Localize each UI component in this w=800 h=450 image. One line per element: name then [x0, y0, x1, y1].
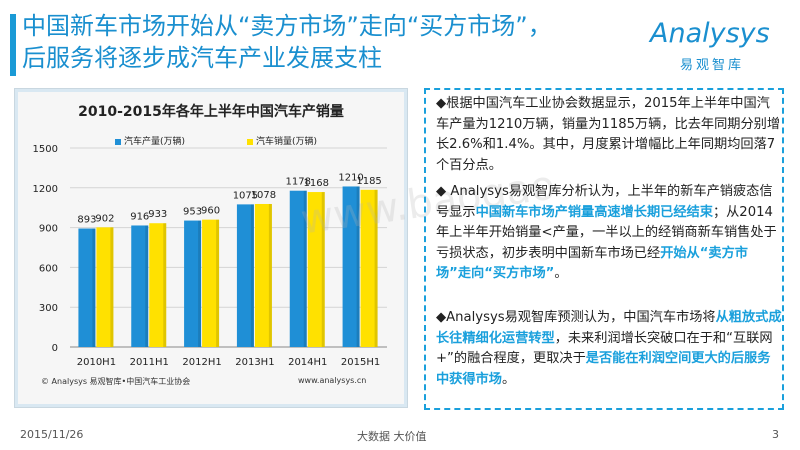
bar-shade — [110, 227, 114, 347]
y-tick-label: 1500 — [33, 144, 58, 155]
page-title-line2: 后服务将逐步成汽车产业发展支柱 — [22, 44, 382, 72]
paragraph-1: ◆根据中国汽车工业协会数据显示，2015年上半年中国汽车产量为1210万辆，销量… — [436, 94, 782, 176]
legend-label-production: 汽车产量(万辆) — [124, 137, 186, 147]
data-label: 1075 — [233, 190, 258, 201]
page-title-line1: 中国新车市场开始从“卖方市场”走向“买方市场”， — [22, 12, 552, 40]
x-tick-label: 2014H1 — [288, 357, 327, 368]
footer-date: 2015/11/26 — [20, 428, 84, 441]
analysys-logo: Analysys 易观智库 — [650, 18, 790, 78]
logo-subtitle: 易观智库 — [680, 58, 745, 73]
analysis-panel: ◆根据中国汽车工业协会数据显示，2015年上半年中国汽车产量为1210万辆，销量… — [424, 88, 784, 410]
paragraph-2-highlight-1: 中国新车市场产销量高速增长期已经结束 — [475, 204, 713, 220]
bar-shade — [250, 204, 254, 347]
footer-slogan: 大数据 大价值 — [357, 430, 427, 443]
chart-source-url: www.analysys.cn — [298, 376, 367, 385]
legend-item-production: 汽车产量(万辆) — [115, 134, 185, 147]
data-label: 1185 — [356, 176, 381, 187]
bar-shade — [374, 189, 378, 347]
x-tick-label: 2010H1 — [77, 357, 116, 368]
bar-shade — [356, 186, 360, 347]
x-tick-label: 2012H1 — [182, 357, 221, 368]
data-label: 1210 — [338, 172, 363, 183]
paragraph-1-text: ◆根据中国汽车工业协会数据显示，2015年上半年中国汽车产量为1210万辆，销量… — [436, 96, 781, 173]
bar-shade — [198, 220, 202, 347]
x-tick-label: 2015H1 — [341, 357, 380, 368]
paragraph-3-highlight-1: 从粗放式成长往精细化运营转型 — [436, 310, 782, 346]
bar-shade — [163, 223, 167, 347]
data-label: 1178 — [286, 177, 311, 188]
legend-swatch-production — [115, 138, 121, 145]
bar-sales — [307, 192, 325, 347]
paragraph-3-text-a: ◆Analysys易观智库预测认为，中国汽车市场将 — [436, 310, 716, 325]
bar-shade — [268, 203, 272, 347]
paragraph-2-text-c: 。 — [554, 266, 568, 281]
chart-frame: 2010-2015年各年上半年中国汽车产销量 汽车产量(万辆) 汽车销量(万辆)… — [14, 88, 408, 408]
paragraph-3-highlight-2: 是否能在利润空间更大的后服务中获得市场 — [436, 351, 771, 387]
y-tick-label: 600 — [39, 263, 58, 274]
bar-shade — [303, 190, 307, 347]
legend-item-sales: 汽车销量(万辆) — [247, 134, 317, 147]
bar-sales — [360, 189, 378, 347]
title-accent-bar — [10, 14, 16, 76]
paragraph-2-text-b: ；从2014年上半年开始销量<产量，一半以上的经销商新车销售处于亏损状态，初步表… — [436, 204, 777, 261]
bar-sales — [149, 223, 167, 347]
paragraph-3: ◆Analysys易观智库预测认为，中国汽车市场将从粗放式成长往精细化运营转型，… — [436, 308, 782, 390]
chart-title: 2010-2015年各年上半年中国汽车产销量 — [78, 104, 344, 120]
paragraph-2-highlight-2: 开始从“卖方市场”走向“买方市场” — [436, 245, 748, 282]
bar-production — [289, 190, 307, 347]
chart-source-note: © Analysys 易观智库•中国汽车工业协会 — [41, 377, 191, 386]
bar-sales — [96, 227, 114, 347]
paragraph-3-text-c: 。 — [501, 371, 516, 387]
data-label: 916 — [130, 211, 149, 222]
legend-label-sales: 汽车销量(万辆) — [256, 137, 318, 147]
data-label: 1078 — [251, 190, 276, 201]
bar-shade — [321, 192, 325, 347]
bar-shade — [145, 225, 149, 347]
data-label: 953 — [183, 207, 202, 218]
legend-swatch-sales — [247, 138, 253, 145]
x-tick-label: 2011H1 — [130, 357, 169, 368]
logo-wordmark: Analysys — [650, 18, 770, 49]
x-tick-label: 2013H1 — [235, 357, 274, 368]
bar-production — [236, 204, 254, 347]
bar-production — [342, 186, 360, 347]
bar-shade — [92, 228, 96, 347]
bar-sales — [202, 219, 220, 347]
bar-production — [131, 225, 149, 347]
data-label: 902 — [95, 213, 114, 224]
bar-production — [184, 220, 202, 347]
data-label: 960 — [201, 206, 220, 217]
paragraph-2: ◆ Analysys易观智库分析认为，上半年的新车产销疲态信号显示中国新车市场产… — [436, 182, 782, 285]
bar-sales — [254, 203, 272, 347]
footer-page-number: 3 — [772, 428, 779, 441]
page-title: 中国新车市场开始从“卖方市场”走向“买方市场”， 后服务将逐步成汽车产业发展支柱 — [22, 10, 632, 74]
y-tick-label: 300 — [39, 303, 58, 314]
y-tick-label: 0 — [52, 343, 58, 354]
paragraph-3-text-b: ，未来利润增长突破口在于和“互联网+”的融合程度，更取决于 — [436, 330, 773, 367]
y-tick-label: 900 — [39, 224, 58, 235]
data-label: 893 — [77, 215, 96, 226]
y-tick-label: 1200 — [33, 184, 58, 195]
data-label: 1168 — [304, 178, 329, 189]
data-label: 933 — [148, 209, 167, 220]
bar-shade — [216, 219, 220, 347]
paragraph-2-text-a: ◆ Analysys易观智库分析认为，上半年的新车产销疲态信号显示 — [436, 184, 773, 220]
bar-production — [78, 228, 96, 347]
